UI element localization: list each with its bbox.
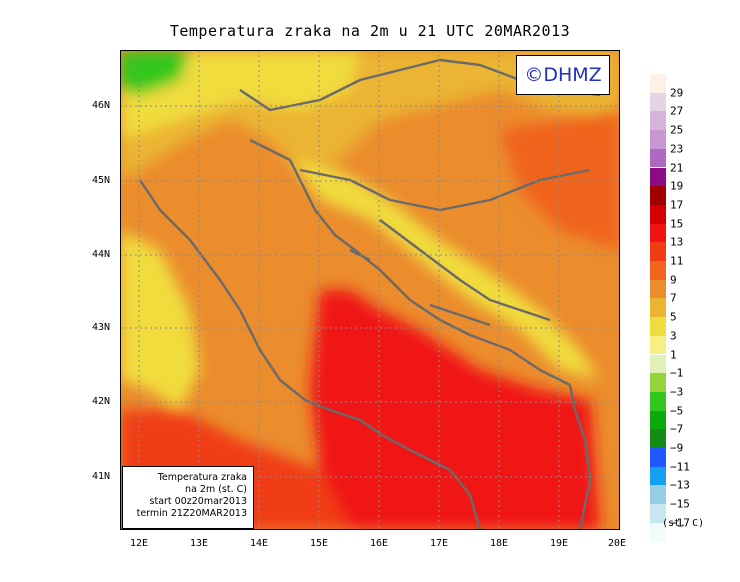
legend-label: 25: [670, 123, 684, 137]
legend-label: 29: [670, 86, 684, 100]
temperature-map: [120, 50, 620, 530]
east-orange: [500, 110, 620, 250]
legend-label: 17: [670, 198, 684, 212]
legend-label: −11: [670, 460, 690, 474]
legend-swatch: [650, 92, 666, 112]
legend-label: 13: [670, 235, 684, 249]
info-line: Temperatura zraka: [157, 472, 247, 483]
legend-unit: (st. C): [662, 518, 705, 529]
legend-swatch: [650, 373, 666, 392]
po-valley-yellow: [120, 230, 200, 410]
island: [429, 303, 491, 327]
info-line: na 2m (st. C): [185, 484, 247, 495]
legend-swatch: [650, 391, 666, 411]
legend-label: −17: [670, 516, 690, 530]
legend-label: −5: [670, 404, 684, 418]
lon-label: 20E: [607, 538, 627, 549]
legend-label: −7: [670, 422, 684, 436]
lat-label: 42N: [92, 396, 111, 407]
legend-label: 23: [670, 142, 684, 156]
info-line: termin 21Z20MAR2013: [136, 508, 247, 519]
dhmz-logo: ©DHMZ: [516, 55, 610, 95]
lon-label: 12E: [129, 538, 149, 549]
lat-label: 41N: [92, 471, 111, 482]
legend-swatch: [650, 485, 666, 505]
border-inner: [299, 168, 591, 212]
legend-label: 1: [670, 348, 677, 361]
lon-label: 15E: [309, 538, 329, 549]
legend-label: 11: [670, 254, 684, 268]
legend-label: 3: [670, 329, 677, 343]
lon-label: 19E: [549, 538, 569, 549]
lon-label: 18E: [489, 538, 509, 549]
legend-label: 27: [670, 104, 684, 118]
legend-label: 15: [670, 217, 684, 231]
legend-swatch: [650, 317, 666, 336]
lon-label: 14E: [249, 538, 269, 549]
legend-swatch: [650, 204, 666, 224]
legend-label: −9: [670, 441, 684, 455]
legend-swatch: [650, 354, 666, 374]
legend-swatch: [650, 298, 666, 318]
legend-swatch: [650, 410, 666, 430]
legend-swatch: [650, 448, 666, 467]
legend-label: −1: [670, 366, 684, 380]
map-title: Temperatura zraka na 2m u 21 UTC 20MAR20…: [169, 22, 571, 40]
lat-label: 45N: [92, 175, 111, 186]
lat-label: 46N: [92, 100, 111, 111]
lon-label: 17E: [429, 538, 449, 549]
legend-swatch: [650, 148, 666, 168]
lon-label: 13E: [189, 538, 209, 549]
legend-swatch: [650, 130, 666, 149]
legend-swatch: [650, 335, 666, 355]
legend-label: 7: [670, 291, 677, 305]
info-box: Temperatura zraka na 2m (st. C) start 00…: [122, 466, 254, 529]
legend-swatch: [650, 111, 666, 131]
legend-swatch: [650, 279, 666, 299]
legend-swatch: [650, 167, 666, 187]
legend-swatch: [650, 522, 666, 542]
legend-swatch: [650, 186, 666, 205]
adriatic-red-core: [310, 290, 600, 530]
legend-label: 19: [670, 179, 684, 193]
alpine-green-zone: [120, 50, 190, 95]
legend-label: −3: [670, 385, 684, 399]
legend-label: 21: [670, 161, 684, 174]
lat-label: 44N: [92, 249, 111, 260]
legend-swatch: [650, 261, 666, 280]
legend-label: 9: [670, 273, 677, 287]
legend-swatch: [650, 74, 666, 93]
info-line: start 00z20mar2013: [149, 496, 247, 507]
legend-swatch: [650, 466, 666, 486]
italy-coast: [139, 179, 482, 530]
legend-label: 5: [670, 310, 677, 324]
legend-swatch: [650, 242, 666, 261]
legend-label: −13: [670, 478, 690, 492]
legend-swatch: [650, 504, 666, 523]
legend-swatch: [650, 429, 666, 448]
albania-coast: [568, 384, 592, 530]
legend-label: −15: [670, 497, 690, 511]
legend-swatch: [650, 223, 666, 243]
border-bih: [379, 219, 551, 322]
lat-label: 43N: [92, 322, 111, 333]
lon-label: 16E: [369, 538, 389, 549]
